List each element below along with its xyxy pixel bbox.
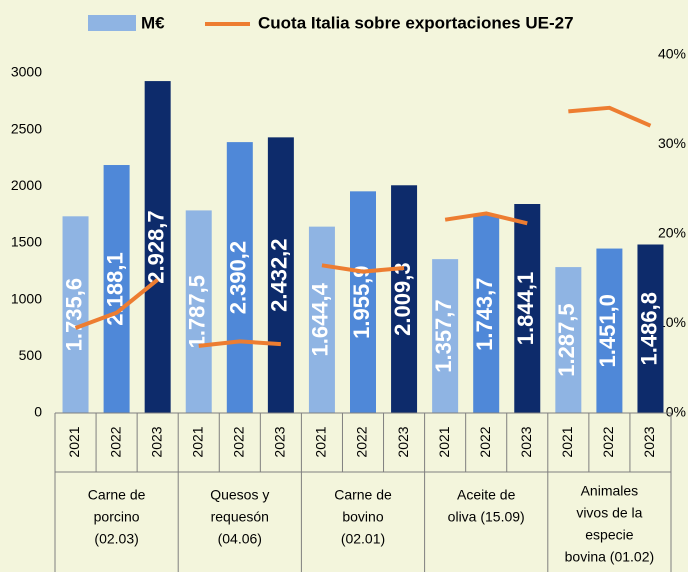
x-tick-label: 2023: [641, 426, 657, 457]
y-tick-label: 1500: [11, 234, 42, 250]
category-label: vivos de la: [576, 505, 642, 521]
y-tick-label: 1000: [11, 290, 42, 306]
share-line: [198, 339, 281, 348]
bar: [432, 259, 459, 413]
legend-swatch-bar: [88, 15, 136, 31]
x-tick-label: 2021: [189, 426, 205, 457]
category-label: Quesos y: [210, 487, 269, 503]
category-label: bovino: [342, 509, 383, 525]
share-line: [321, 263, 405, 274]
bar: [226, 142, 253, 414]
value-label: 1.486,8: [636, 292, 661, 365]
bar: [596, 248, 623, 413]
bar: [391, 185, 418, 413]
bar: [103, 165, 130, 413]
x-tick-label: 2023: [148, 426, 164, 457]
y-tick-label: 2500: [11, 120, 42, 136]
value-label: 1.287,5: [554, 303, 579, 376]
y2-tick-label: 30%: [658, 135, 686, 151]
y2-tick-label: 40%: [658, 46, 686, 62]
category-label: Carne de: [88, 487, 146, 503]
y-tick-label: 2000: [11, 177, 42, 193]
value-label: 2.928,7: [143, 210, 168, 283]
x-tick-label: 2022: [354, 426, 370, 457]
share-line: [74, 278, 159, 330]
value-label: 1.844,1: [513, 272, 538, 345]
y-tick-label: 3000: [11, 64, 42, 80]
x-tick-label: 2022: [600, 426, 616, 457]
value-label: 1.787,5: [185, 275, 210, 348]
x-tick-label: 2022: [477, 426, 493, 457]
category-label: (02.01): [341, 531, 385, 547]
legend-label: M€: [141, 13, 165, 32]
x-tick-label: 2021: [559, 426, 575, 457]
legend-label: Cuota Italia sobre exportaciones UE-27: [258, 13, 574, 32]
category-label: Aceite de: [457, 487, 516, 503]
value-label: 2.432,2: [267, 238, 292, 311]
x-tick-label: 2021: [436, 426, 452, 457]
y2-tick-label: 10%: [658, 314, 686, 330]
value-label: 1.451,0: [595, 294, 620, 367]
x-tick-label: 2022: [231, 426, 247, 457]
bar: [514, 204, 541, 413]
y2-tick-label: 0%: [666, 404, 686, 420]
category-label: Carne de: [334, 487, 392, 503]
x-tick-label: 2023: [518, 426, 534, 457]
value-label: 2.009,3: [390, 262, 415, 335]
x-tick-label: 2023: [272, 426, 288, 457]
y-tick-label: 0: [34, 404, 42, 420]
bar: [555, 267, 582, 413]
bar: [267, 137, 294, 414]
share-line: [568, 105, 652, 128]
share-line: [444, 211, 528, 226]
bar: [637, 244, 664, 413]
x-tick-label: 2023: [395, 426, 411, 457]
bar: [308, 226, 335, 413]
y2-tick-label: 20%: [658, 225, 686, 241]
x-tick-label: 2022: [107, 426, 123, 457]
x-tick-label: 2021: [66, 426, 82, 457]
category-label: bovina (01.02): [565, 549, 655, 565]
category-label: (02.03): [94, 531, 138, 547]
value-label: 1.644,4: [308, 282, 333, 356]
value-label: 1.743,7: [472, 277, 497, 350]
category-label: Animales: [581, 483, 639, 499]
bar: [62, 216, 89, 413]
category-label: requesón: [211, 509, 269, 525]
value-label: 1.735,6: [61, 278, 86, 351]
category-label: (04.06): [218, 531, 262, 547]
x-tick-label: 2021: [313, 426, 329, 457]
bar: [473, 215, 500, 413]
category-label: especie: [585, 527, 633, 543]
value-label: 1.357,7: [431, 299, 456, 372]
y-tick-label: 500: [19, 347, 43, 363]
bar: [350, 191, 376, 413]
value-label: 1.955,9: [349, 265, 374, 338]
bar: [185, 210, 212, 413]
bar: [144, 81, 171, 414]
category-label: oliva (15.09): [448, 509, 525, 525]
category-label: porcino: [94, 509, 140, 525]
value-label: 2.390,2: [226, 241, 251, 314]
